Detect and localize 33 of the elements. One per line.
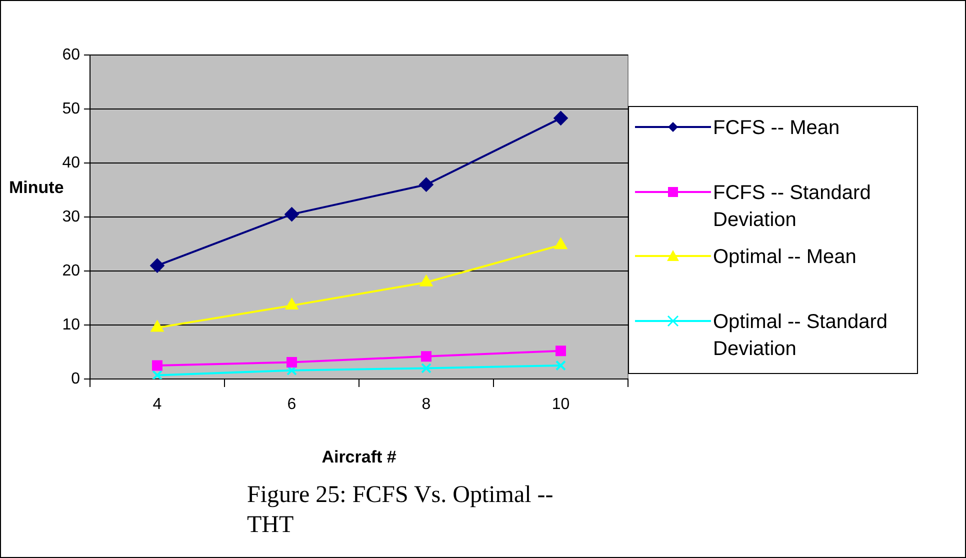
point xyxy=(420,275,432,286)
point xyxy=(556,360,566,371)
y-tick-label: 0 xyxy=(71,370,80,388)
caption: Figure 25: FCFS Vs. Optimal -- THT xyxy=(247,481,554,540)
point xyxy=(554,111,568,126)
legend-label: Optimal -- Mean xyxy=(713,245,856,270)
x-tick-label: 8 xyxy=(422,396,431,414)
point xyxy=(150,258,164,273)
x-tick-label: 6 xyxy=(287,396,296,414)
y-tick-label: 60 xyxy=(62,46,80,64)
point xyxy=(152,360,162,371)
y-tick-label: 10 xyxy=(62,316,80,334)
point xyxy=(286,357,297,368)
y-tick-label: 30 xyxy=(62,208,80,226)
point xyxy=(284,207,299,222)
legend-label: Optimal -- Standard Deviation xyxy=(713,310,889,362)
x-axis-title: Aircraft # xyxy=(322,447,397,466)
point xyxy=(286,298,298,310)
x-tick-label: 4 xyxy=(152,396,162,414)
y-tick-label: 20 xyxy=(62,262,80,280)
x-tick-label: 10 xyxy=(552,396,570,414)
legend-label: FCFS -- Mean xyxy=(713,116,840,141)
point xyxy=(152,370,162,379)
point xyxy=(421,362,432,374)
point xyxy=(421,351,432,362)
point xyxy=(151,320,164,332)
y-tick-label: 40 xyxy=(62,154,80,172)
legend-label: FCFS -- Standard Deviation xyxy=(713,180,872,233)
point xyxy=(419,178,434,192)
y-tick-label: 50 xyxy=(62,100,80,118)
point xyxy=(556,346,566,356)
point xyxy=(554,238,567,250)
y-axis-title: Minute xyxy=(9,178,64,198)
